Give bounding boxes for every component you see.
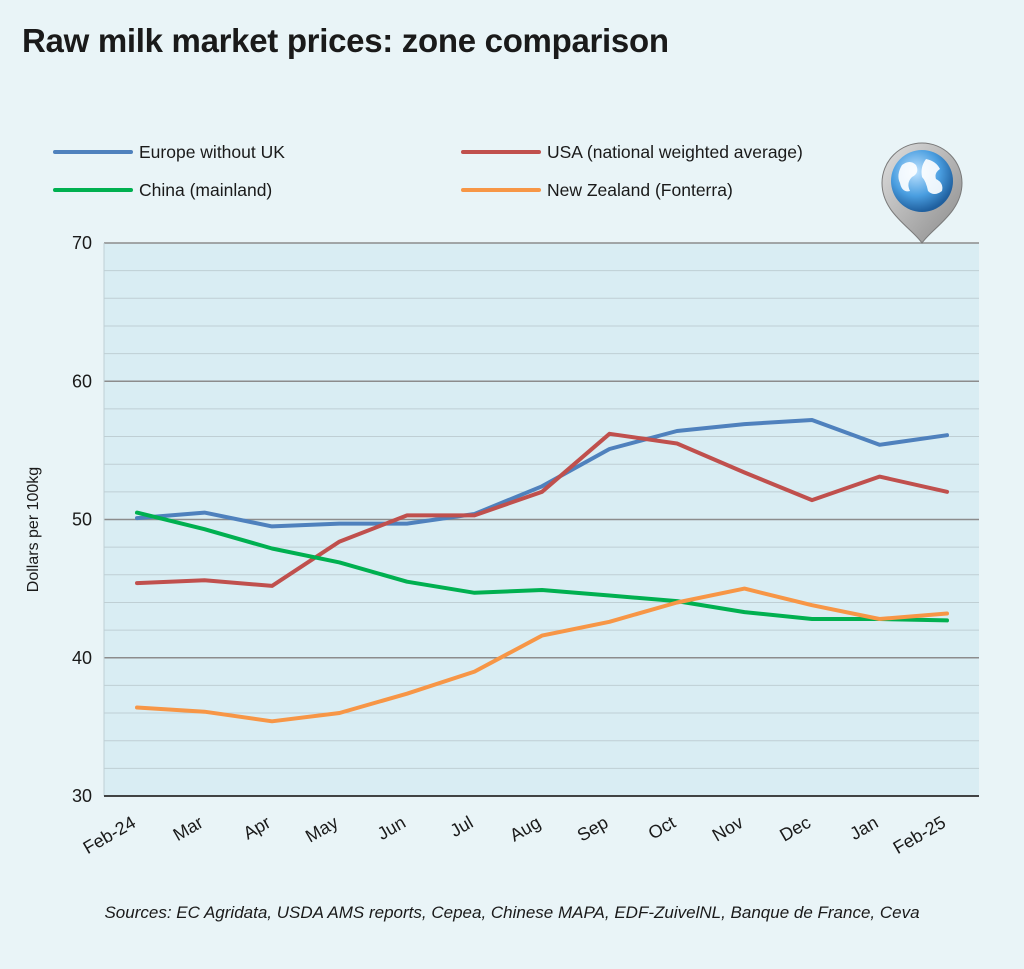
series-line-new-zealand-fonterra (135, 586, 949, 724)
x-tick-label: Mar (170, 812, 207, 845)
x-tick-label: Feb-25 (890, 812, 949, 858)
x-tick-label: Jun (374, 812, 409, 844)
y-axis-title: Dollars per 100kg (25, 467, 42, 592)
series-line-china-mainland (135, 510, 949, 623)
x-tick-label: Dec (776, 812, 814, 845)
x-tick-label: Oct (645, 812, 679, 843)
source-note: Sources: EC Agridata, USDA AMS reports, … (104, 903, 920, 922)
legend-label: China (mainland) (139, 180, 272, 200)
legend-label: New Zealand (Fonterra) (547, 180, 733, 200)
x-tick-label: Feb-24 (80, 812, 139, 858)
y-tick-label: 60 (72, 371, 92, 391)
legend: Europe without UK USA (national weighted … (53, 142, 803, 200)
series-line-usa-national-weighted-average (135, 431, 949, 588)
x-tick-label: Aug (506, 812, 544, 845)
legend-label: Europe without UK (139, 142, 285, 162)
x-tick-label: Nov (709, 812, 747, 845)
y-tick-label: 50 (72, 510, 92, 530)
chart-title: Raw milk market prices: zone comparison (22, 22, 669, 59)
x-tick-label: Jul (447, 812, 477, 841)
x-tick-label: Apr (240, 812, 274, 843)
y-tick-label: 70 (72, 233, 92, 253)
series-line-europe-without-uk (135, 418, 949, 529)
y-tick-label: 40 (72, 648, 92, 668)
x-tick-label: Sep (574, 812, 612, 845)
x-tick-label: Jan (846, 812, 881, 844)
series-lines (135, 418, 949, 724)
globe-pin-icon (881, 142, 963, 244)
y-tick-label: 30 (72, 786, 92, 806)
x-tick-label: May (302, 812, 341, 846)
legend-label: USA (national weighted average) (547, 142, 803, 162)
